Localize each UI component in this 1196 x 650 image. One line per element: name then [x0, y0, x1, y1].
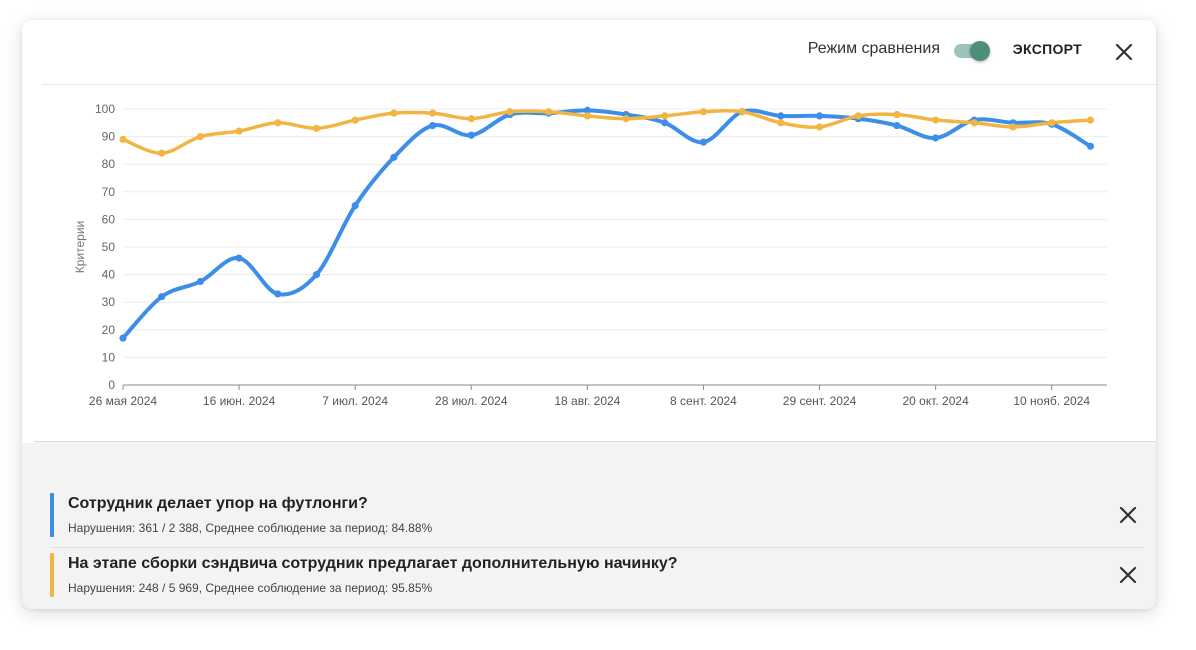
data-point-series-1 [158, 293, 166, 301]
x-tick-label: 8 сент. 2024 [670, 394, 737, 408]
y-tick-label: 100 [95, 102, 115, 116]
toggle-thumb [970, 41, 990, 61]
data-point-series-2 [661, 112, 669, 120]
y-tick-label: 50 [102, 240, 116, 254]
data-point-series-1 [661, 119, 669, 127]
legend-item: На этапе сборки сэндвича сотрудник предл… [50, 551, 1144, 607]
data-point-series-2 [738, 108, 746, 116]
data-point-series-2 [583, 112, 591, 120]
y-tick-label: 70 [102, 185, 116, 199]
data-point-series-1 [274, 290, 282, 298]
data-point-series-2 [1048, 119, 1056, 127]
x-tick-label: 7 июл. 2024 [322, 394, 388, 408]
y-tick-label: 20 [102, 323, 116, 337]
data-point-series-2 [274, 119, 282, 127]
data-point-series-1 [699, 138, 708, 146]
data-point-series-2 [196, 133, 204, 141]
x-tick-label: 26 мая 2024 [89, 394, 157, 408]
comparison-chart-card: Режим сравнения ЭКСПОРТ 0 10 20 30 40 50 60 70 8… [22, 20, 1156, 609]
legend-title: На этапе сборки сэндвича сотрудник предл… [68, 555, 678, 572]
y-tick-label: 30 [102, 295, 116, 309]
legend-color-bar [50, 553, 54, 597]
data-point-series-2 [815, 123, 824, 131]
data-point-series-2 [158, 149, 166, 157]
legend-panel: Сотрудник делает упор на футлонги? Наруш… [22, 443, 1156, 609]
chart-toolbar: Режим сравнения ЭКСПОРТ [42, 20, 1156, 85]
data-point-series-2 [312, 124, 321, 132]
data-point-series-2 [622, 115, 630, 123]
data-point-series-1 [119, 334, 127, 342]
compare-mode-label: Режим сравнения [807, 40, 940, 57]
remove-criterion-close-icon[interactable] [1118, 505, 1138, 525]
data-point-series-2 [351, 116, 359, 124]
data-point-series-1 [428, 121, 437, 130]
y-tick-label: 40 [102, 268, 116, 282]
y-tick-label: 0 [108, 378, 115, 392]
close-icon[interactable] [1114, 42, 1134, 62]
data-point-series-2 [1086, 116, 1095, 124]
data-point-series-2 [854, 112, 862, 120]
chart-area: 0 10 20 30 40 50 60 70 80 90 100 26 мая 2024 16 июн.… [34, 85, 1156, 441]
data-point-series-1 [467, 131, 475, 139]
x-tick-label: 10 нояб. 2024 [1013, 394, 1090, 408]
data-point-series-2 [428, 109, 437, 117]
data-point-series-1 [390, 153, 398, 161]
x-tick-label: 20 окт. 2024 [902, 394, 969, 408]
data-point-series-1 [583, 106, 591, 114]
data-point-series-2 [467, 115, 475, 123]
data-point-series-2 [893, 110, 901, 119]
data-point-series-1 [351, 202, 359, 210]
data-point-series-1 [893, 121, 901, 130]
data-point-series-1 [196, 277, 204, 286]
data-point-series-2 [1009, 123, 1017, 131]
y-tick-label: 80 [102, 157, 116, 171]
y-axis-label: Критерии [73, 221, 87, 273]
series-line-1 [121, 108, 1093, 341]
data-point-series-1 [932, 134, 940, 142]
chart-divider [34, 441, 1156, 443]
compare-mode-toggle[interactable] [954, 41, 990, 61]
series-line-2 [121, 109, 1093, 155]
legend-stats: Нарушения: 248 / 5 969, Среднее соблюден… [68, 581, 433, 595]
data-point-series-1 [312, 271, 321, 279]
x-tick-label: 28 июл. 2024 [435, 394, 508, 408]
line-chart: 0 10 20 30 40 50 60 70 80 90 100 26 мая 2024 16 июн.… [73, 102, 1107, 408]
legend-color-bar [50, 493, 54, 537]
y-tick-label: 90 [102, 130, 116, 144]
data-point-series-2 [390, 109, 398, 117]
data-point-series-2 [932, 116, 940, 124]
remove-criterion-close-icon[interactable] [1118, 565, 1138, 585]
x-tick-label: 18 авг. 2024 [554, 394, 620, 408]
y-tick-label: 60 [102, 212, 116, 226]
legend-item: Сотрудник делает упор на футлонги? Наруш… [50, 491, 1144, 548]
data-point-series-2 [777, 119, 785, 127]
data-point-series-2 [235, 127, 243, 135]
data-point-series-2 [699, 108, 708, 116]
legend-title: Сотрудник делает упор на футлонги? [68, 495, 368, 512]
data-point-series-2 [970, 119, 978, 127]
export-button[interactable]: ЭКСПОРТ [1012, 41, 1082, 57]
data-point-series-1 [235, 254, 243, 262]
data-point-series-1 [1086, 142, 1095, 150]
data-point-series-1 [815, 112, 824, 120]
data-point-series-1 [777, 112, 785, 120]
data-point-series-2 [545, 108, 553, 116]
x-tick-label: 16 июн. 2024 [203, 394, 276, 408]
x-tick-label: 29 сент. 2024 [783, 394, 857, 408]
data-point-series-2 [119, 135, 127, 143]
legend-stats: Нарушения: 361 / 2 388, Среднее соблюден… [68, 521, 433, 535]
y-tick-label: 10 [102, 350, 116, 364]
data-point-series-2 [506, 108, 514, 116]
